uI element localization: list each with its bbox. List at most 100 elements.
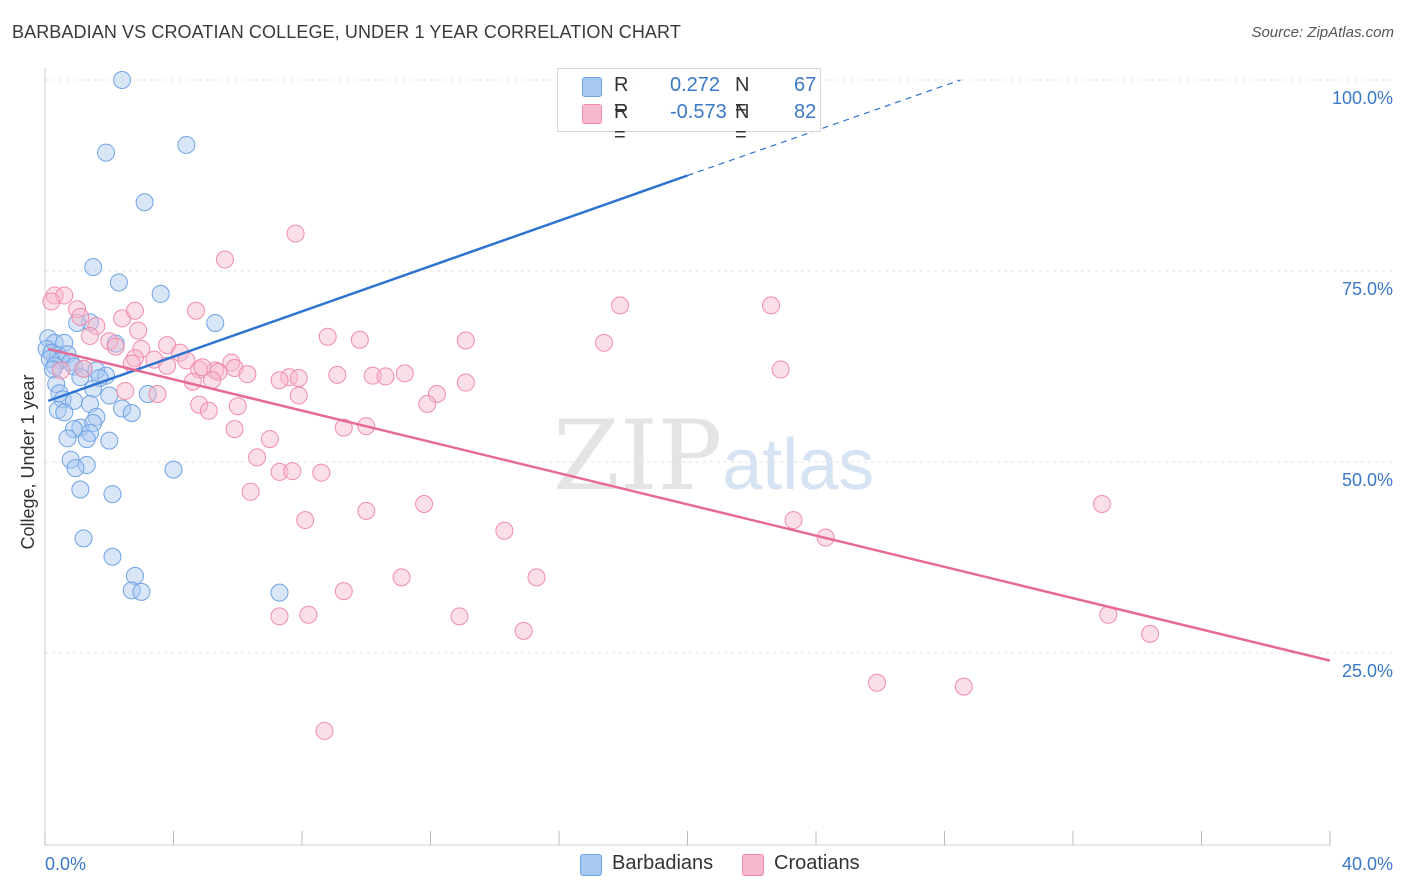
point-barbadians <box>113 71 132 89</box>
point-croatians <box>116 381 135 400</box>
point-croatians <box>289 386 308 405</box>
point-croatians <box>80 326 99 345</box>
point-croatians <box>350 330 369 349</box>
point-croatians <box>328 365 347 384</box>
point-barbadians <box>151 284 170 303</box>
legend-r-value: 0.272 <box>670 74 721 96</box>
point-croatians <box>450 607 469 626</box>
point-croatians <box>1092 495 1111 514</box>
point-barbadians <box>80 394 99 413</box>
point-croatians <box>611 296 630 315</box>
point-barbadians <box>58 429 77 448</box>
point-croatians <box>270 371 289 390</box>
point-croatians <box>868 673 887 692</box>
point-barbadians <box>77 456 96 475</box>
trend-lines <box>47 79 1331 662</box>
point-barbadians <box>55 403 74 422</box>
legend-n-value: 82 <box>794 101 817 123</box>
point-croatians <box>376 367 395 386</box>
point-croatians <box>784 511 803 530</box>
point-croatians <box>125 349 144 368</box>
point-croatians <box>762 296 781 315</box>
point-barbadians <box>122 581 141 600</box>
point-barbadians <box>84 258 103 277</box>
point-croatians <box>74 359 93 378</box>
point-barbadians <box>103 485 122 504</box>
point-croatians <box>106 337 125 356</box>
point-croatians <box>228 397 247 416</box>
barbadians-points <box>37 71 639 602</box>
point-barbadians <box>74 529 93 548</box>
point-barbadians <box>164 460 183 479</box>
point-croatians <box>363 366 382 385</box>
point-barbadians <box>206 313 225 332</box>
point-croatians <box>199 401 218 420</box>
point-barbadians <box>109 273 128 292</box>
legend-r-value: -0.573 <box>670 101 727 123</box>
legend-swatch-barbadians <box>580 854 602 876</box>
point-croatians <box>71 307 90 326</box>
legend-stats: R = 0.272 N = 67 R = -0.573 N = 82 <box>557 68 821 146</box>
point-croatians <box>318 327 337 346</box>
point-barbadians <box>122 404 141 423</box>
croatians-points <box>42 224 1160 740</box>
point-barbadians <box>177 135 196 154</box>
legend-n-value: 67 <box>794 74 817 96</box>
point-croatians <box>315 721 334 740</box>
y-tick-label: 75.0% <box>1342 279 1393 299</box>
point-croatians <box>334 418 353 437</box>
legend-n-label: N = <box>735 101 750 146</box>
watermark-atlas: atlas <box>722 425 875 505</box>
point-croatians <box>238 365 257 384</box>
point-croatians <box>427 385 446 404</box>
point-croatians <box>225 420 244 439</box>
legend-r-label: R = <box>614 101 629 146</box>
point-croatians <box>392 568 411 587</box>
point-croatians <box>395 364 414 383</box>
point-croatians <box>270 607 289 626</box>
y-axis-label: College, Under 1 year <box>18 374 38 549</box>
x-tick-label: 0.0% <box>45 854 86 874</box>
point-croatians <box>299 605 318 624</box>
legend-label-croatians: Croatians <box>774 852 860 874</box>
y-tick-label: 50.0% <box>1342 470 1393 490</box>
point-croatians <box>190 395 209 414</box>
point-croatians <box>280 368 299 387</box>
chart-title: BARBADIAN VS CROATIAN COLLEGE, UNDER 1 Y… <box>12 22 681 42</box>
legend-label-barbadians: Barbadians <box>612 852 714 874</box>
point-croatians <box>186 301 205 320</box>
point-croatians <box>1141 624 1160 643</box>
point-barbadians <box>270 583 289 602</box>
x-tick-label: 40.0% <box>1342 854 1393 874</box>
point-barbadians <box>97 143 116 162</box>
point-croatians <box>296 511 315 530</box>
point-croatians <box>270 462 289 481</box>
point-barbadians <box>125 566 144 585</box>
point-barbadians <box>135 193 154 212</box>
point-croatians <box>148 385 167 404</box>
legend-n-label: N = <box>735 74 750 119</box>
point-croatians <box>248 448 267 467</box>
point-barbadians <box>113 399 132 418</box>
point-croatians <box>241 482 260 501</box>
point-croatians <box>527 568 546 587</box>
legend-swatch-croatians <box>742 854 764 876</box>
point-barbadians <box>138 385 157 404</box>
point-croatians <box>418 394 437 413</box>
y-tick-label: 25.0% <box>1342 661 1393 681</box>
point-croatians <box>286 224 305 243</box>
point-barbadians <box>66 459 85 478</box>
point-barbadians <box>77 430 96 449</box>
tick-labels: 25.0% 50.0% 75.0% 100.0% 0.0% 40.0% College, U… <box>18 88 1393 874</box>
point-croatians <box>52 361 71 380</box>
point-croatians <box>415 495 434 514</box>
point-croatians <box>334 582 353 601</box>
point-croatians <box>129 321 148 340</box>
trend-line-barbadians-extension <box>687 79 961 177</box>
point-croatians <box>283 462 302 481</box>
point-croatians <box>260 430 279 449</box>
point-croatians <box>312 463 331 482</box>
point-croatians <box>594 333 613 352</box>
point-croatians <box>456 373 475 392</box>
point-croatians <box>954 677 973 696</box>
